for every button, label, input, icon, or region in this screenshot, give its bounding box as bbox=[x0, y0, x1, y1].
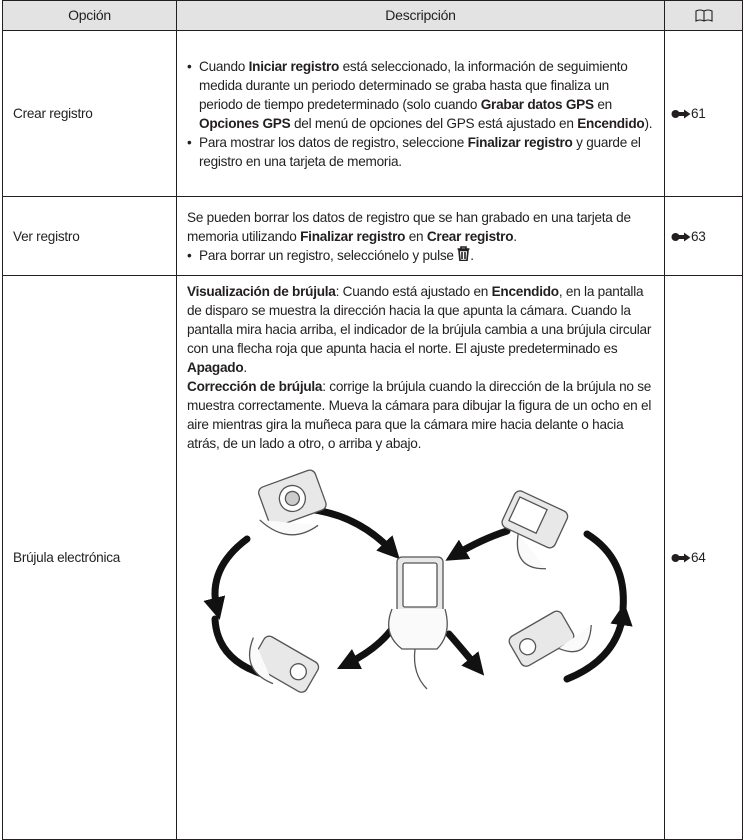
text-run: Se pueden borrar los datos de registro q… bbox=[187, 210, 631, 244]
bold-run: Crear registro bbox=[426, 229, 514, 244]
text-run: . bbox=[243, 360, 247, 375]
text-run: Para mostrar los datos de registro, sele… bbox=[199, 135, 468, 150]
bold-run: Encendido bbox=[577, 116, 645, 131]
bold-run: Finalizar registro bbox=[300, 229, 406, 244]
table-row: Brújula electrónica Visualización de brú… bbox=[2, 275, 743, 840]
header-cell: Opción bbox=[2, 0, 177, 31]
reference-cell: 61 bbox=[664, 30, 743, 197]
bullet-item: Para mostrar los datos de registro, sele… bbox=[187, 133, 654, 171]
text-run: está seleccionado, la información de seg… bbox=[199, 59, 628, 112]
bold-run: Apagado bbox=[187, 360, 244, 375]
text-run: : corrige la brújula cuando la dirección… bbox=[187, 379, 652, 451]
text-run: . bbox=[470, 248, 474, 263]
reference-page: 61 bbox=[691, 106, 706, 121]
bold-run: Corrección de brújula bbox=[187, 379, 323, 394]
text-run: , en la pantalla de disparo se muestra l… bbox=[187, 284, 652, 356]
description-cell: Se pueden borrar los datos de registro q… bbox=[176, 196, 665, 276]
bold-run: Iniciar registro bbox=[248, 59, 340, 74]
bullet-item: Cuando Iniciar registro está seleccionad… bbox=[187, 57, 654, 133]
bullet-item: Para borrar un registro, selecciónelo y … bbox=[187, 246, 654, 265]
header-row: Opción Descripción bbox=[2, 0, 743, 31]
text-run: Cuando bbox=[199, 59, 249, 74]
reference-cell: 63 bbox=[664, 196, 743, 276]
reference-page: 63 bbox=[691, 228, 706, 244]
reference-icon bbox=[671, 109, 691, 119]
text-run: ). bbox=[644, 116, 653, 131]
bold-run: Visualización de brújula bbox=[187, 284, 336, 299]
bold-run: Encendido bbox=[491, 284, 559, 299]
description-cell: Visualización de brújula: Cuando está aj… bbox=[176, 275, 665, 840]
bold-run: Finalizar registro bbox=[467, 135, 573, 150]
text-run: y guarde el registro en una tarjeta de m… bbox=[199, 135, 641, 169]
compass-calibration-illustration bbox=[203, 469, 633, 693]
bold-run: Grabar datos GPS bbox=[480, 97, 594, 112]
paragraph: Se pueden borrar los datos de registro q… bbox=[187, 208, 654, 246]
description-cell: Cuando Iniciar registro está seleccionad… bbox=[176, 30, 665, 197]
header-cell: Descripción bbox=[176, 0, 665, 31]
text-run: . bbox=[513, 229, 517, 244]
option-cell: Brújula electrónica bbox=[2, 275, 177, 840]
table-row: Ver registro Se pueden borrar los datos … bbox=[2, 196, 743, 276]
paragraph: Visualización de brújula: Cuando está aj… bbox=[187, 282, 654, 377]
text-run: : Cuando está ajustado en bbox=[335, 284, 492, 299]
text-run: del menú de opciones del GPS está ajusta… bbox=[290, 116, 578, 131]
option-cell: Ver registro bbox=[2, 196, 177, 276]
reference-cell: 64 bbox=[664, 275, 743, 840]
option-cell: Crear registro bbox=[2, 30, 177, 197]
header-cell bbox=[664, 0, 743, 31]
text-run: en bbox=[405, 229, 427, 244]
table-row: Crear registro Cuando Iniciar registro e… bbox=[2, 30, 743, 197]
reference-icon bbox=[671, 553, 691, 563]
text-run: Para borrar un registro, selecciónelo y … bbox=[199, 248, 458, 263]
reference-icon bbox=[671, 232, 691, 241]
trash-icon bbox=[457, 246, 470, 262]
paragraph: Corrección de brújula: corrige la brújul… bbox=[187, 377, 654, 453]
text-run: en bbox=[593, 97, 612, 112]
book-icon bbox=[694, 9, 713, 23]
reference-page: 64 bbox=[691, 550, 706, 565]
bold-run: Opciones GPS bbox=[199, 116, 291, 131]
